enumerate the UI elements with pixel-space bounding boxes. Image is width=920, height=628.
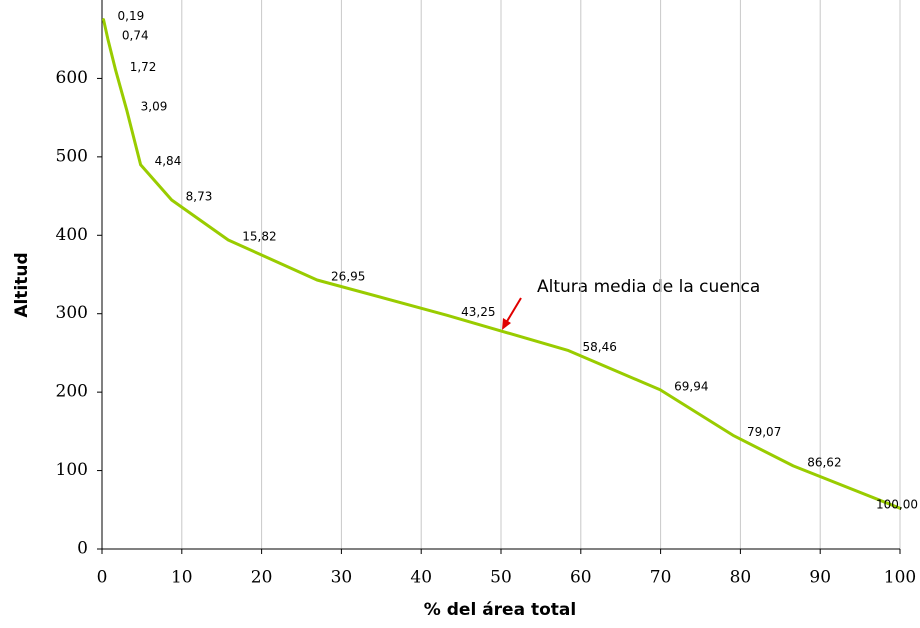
data-label: 26,95 [331,269,365,283]
data-label: 69,94 [674,379,708,393]
y-tick-label: 100 [56,460,88,480]
data-label: 86,62 [807,455,841,469]
x-tick-label: 40 [410,568,432,588]
y-tick-label: 200 [56,382,88,402]
data-label: 100,00 [876,498,918,512]
y-tick-label: 0 [77,539,88,559]
x-tick-label: 20 [251,568,273,588]
y-tick-label: 500 [56,146,88,166]
y-tick-label: 300 [56,303,88,323]
y-tick-label: 600 [56,68,88,88]
x-tick-label: 30 [331,568,353,588]
data-label: 0,19 [118,9,145,23]
annotation-arrow [502,297,522,330]
arrow-shaft [505,297,522,324]
y-axis-title: Altitud [12,252,32,317]
x-tick-label: 100 [884,568,916,588]
x-tick-label: 10 [171,568,193,588]
data-label: 79,07 [747,425,781,439]
annotation: Altura media de la cuenca [537,277,760,297]
arrow-head [502,318,511,330]
x-tick-label: 0 [97,568,108,588]
x-tick-label: 80 [730,568,752,588]
x-tick-label: 50 [490,568,512,588]
x-axis-title: % del área total [424,600,576,620]
data-label: 0,74 [122,29,149,43]
data-label: 4,84 [155,154,182,168]
y-tick-label: 400 [56,225,88,245]
x-tick-label: 90 [809,568,831,588]
data-label: 15,82 [242,229,276,243]
data-label: 58,46 [583,340,617,354]
data-label: 43,25 [461,305,495,319]
x-tick-label: 60 [570,568,592,588]
data-label: 3,09 [141,99,168,113]
x-tick-label: 70 [650,568,672,588]
line-series [102,18,902,510]
data-label: 8,73 [186,189,213,203]
data-label: 1,72 [130,60,157,74]
